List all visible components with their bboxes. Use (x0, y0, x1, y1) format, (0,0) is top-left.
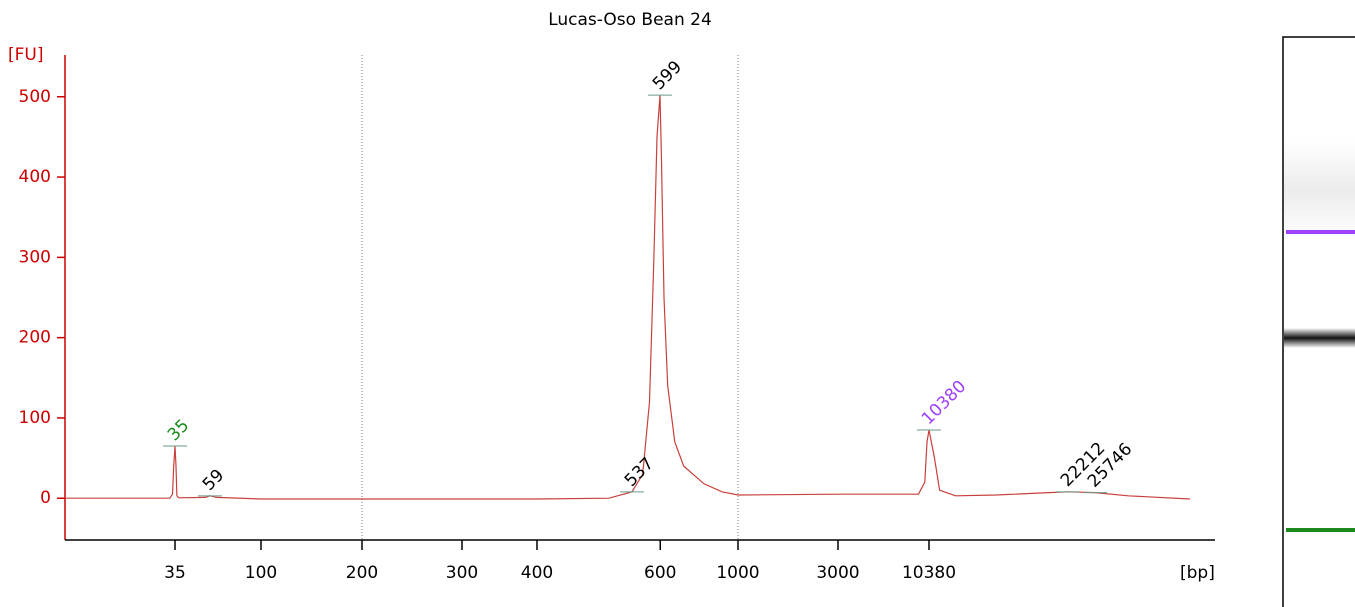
y-tick-label: 0 (40, 488, 51, 508)
chart-title: Lucas-Oso Bean 24 (548, 10, 712, 30)
peak-label: 35 (164, 416, 193, 445)
x-tick-label: 200 (346, 563, 378, 583)
lower-marker-band (1286, 528, 1355, 532)
upper-marker-band (1286, 230, 1355, 234)
x-tick-label: 100 (245, 563, 277, 583)
gel-frame (1282, 36, 1355, 607)
peak-label: 10380 (918, 377, 970, 429)
peak-label: 599 (649, 57, 686, 94)
y-tick-label: 400 (19, 167, 51, 187)
x-tick-label: 3000 (816, 563, 859, 583)
y-tick-label: 200 (19, 328, 51, 348)
x-tick-label: 10380 (902, 563, 956, 583)
gel-band (1284, 328, 1355, 348)
gel-lane (1282, 36, 1355, 607)
peak-label: 537 (621, 454, 658, 491)
y-axis-label: [FU] (8, 45, 44, 65)
y-tick-label: 300 (19, 247, 51, 267)
gel-smear (1284, 140, 1355, 240)
x-tick-label: 600 (644, 563, 676, 583)
peak-label: 59 (199, 465, 228, 494)
x-tick-label: 300 (446, 563, 478, 583)
x-tick-label: 400 (521, 563, 553, 583)
y-tick-label: 500 (19, 87, 51, 107)
y-tick-label: 100 (19, 408, 51, 428)
x-tick-label: 1000 (716, 563, 759, 583)
x-tick-label: 35 (164, 563, 186, 583)
trace (65, 95, 1191, 500)
x-axis-label: [bp] (1180, 563, 1215, 583)
